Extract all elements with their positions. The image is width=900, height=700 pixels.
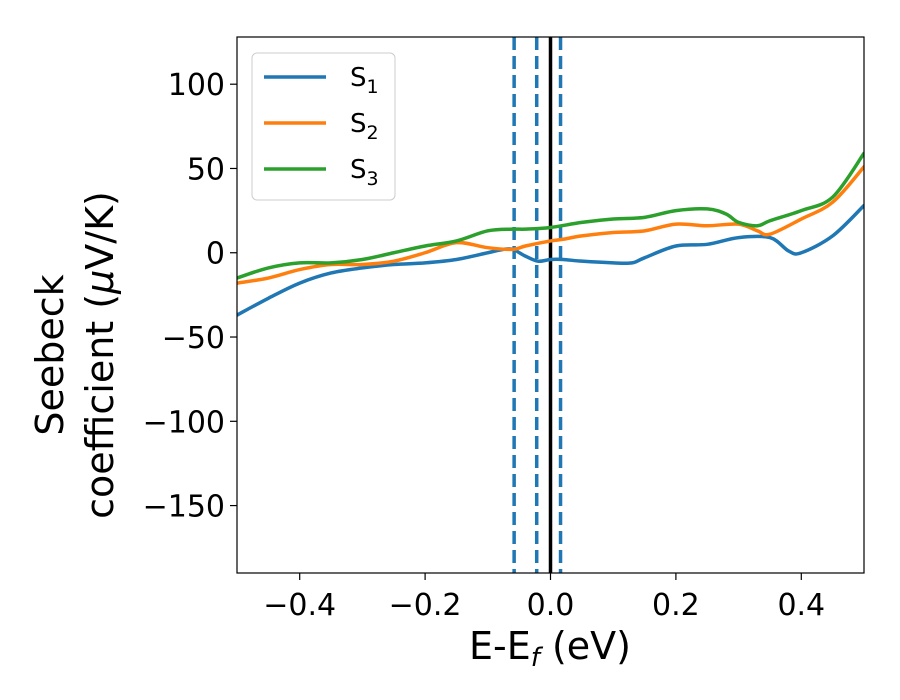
legend-label-s2: S2 xyxy=(350,109,379,144)
x-axis-title-main: E-E xyxy=(469,624,531,668)
y-axis-title-line1: Seebeck xyxy=(28,274,72,435)
x-tick-label: 0.2 xyxy=(652,588,700,623)
legend: S1 S2 S3 xyxy=(251,52,396,201)
x-tick-label: −0.4 xyxy=(263,588,336,623)
y-axis-title-mu: μ xyxy=(78,270,122,295)
y-tick-label: 0 xyxy=(206,237,225,272)
x-tick-label: 0.0 xyxy=(527,588,575,623)
series-line-s1 xyxy=(237,203,864,317)
legend-label-s1: S1 xyxy=(350,63,379,98)
y-axis-ticks: 100 50 0 −50 −100 −150 xyxy=(143,68,237,525)
x-tick-label: −0.2 xyxy=(389,588,462,623)
series-group xyxy=(237,151,864,317)
x-axis-title-unit: (eV) xyxy=(540,624,631,668)
y-axis-title-prefix: coefficient ( xyxy=(78,294,122,519)
vertical-lines xyxy=(512,37,563,573)
y-tick-label: −150 xyxy=(143,490,225,525)
y-axis-title: Seebeck coefficient (μV/K) xyxy=(28,191,122,519)
y-tick-label: 100 xyxy=(168,68,225,103)
series-line-s2 xyxy=(237,165,864,285)
y-axis-title-suffix: V/K) xyxy=(78,191,122,270)
x-tick-label: 0.4 xyxy=(777,588,825,623)
y-axis-title-line2: coefficient (μV/K) xyxy=(78,191,122,519)
series-line-s3 xyxy=(237,151,864,280)
legend-box xyxy=(251,52,396,201)
legend-label-s3: S3 xyxy=(350,155,379,190)
y-tick-label: −50 xyxy=(162,321,225,356)
y-tick-label: 50 xyxy=(187,152,225,187)
y-tick-label: −100 xyxy=(143,405,225,440)
x-axis-ticks: −0.4 −0.2 0.0 0.2 0.4 xyxy=(263,573,825,623)
x-axis-title: E-Ef (eV) xyxy=(469,624,631,673)
